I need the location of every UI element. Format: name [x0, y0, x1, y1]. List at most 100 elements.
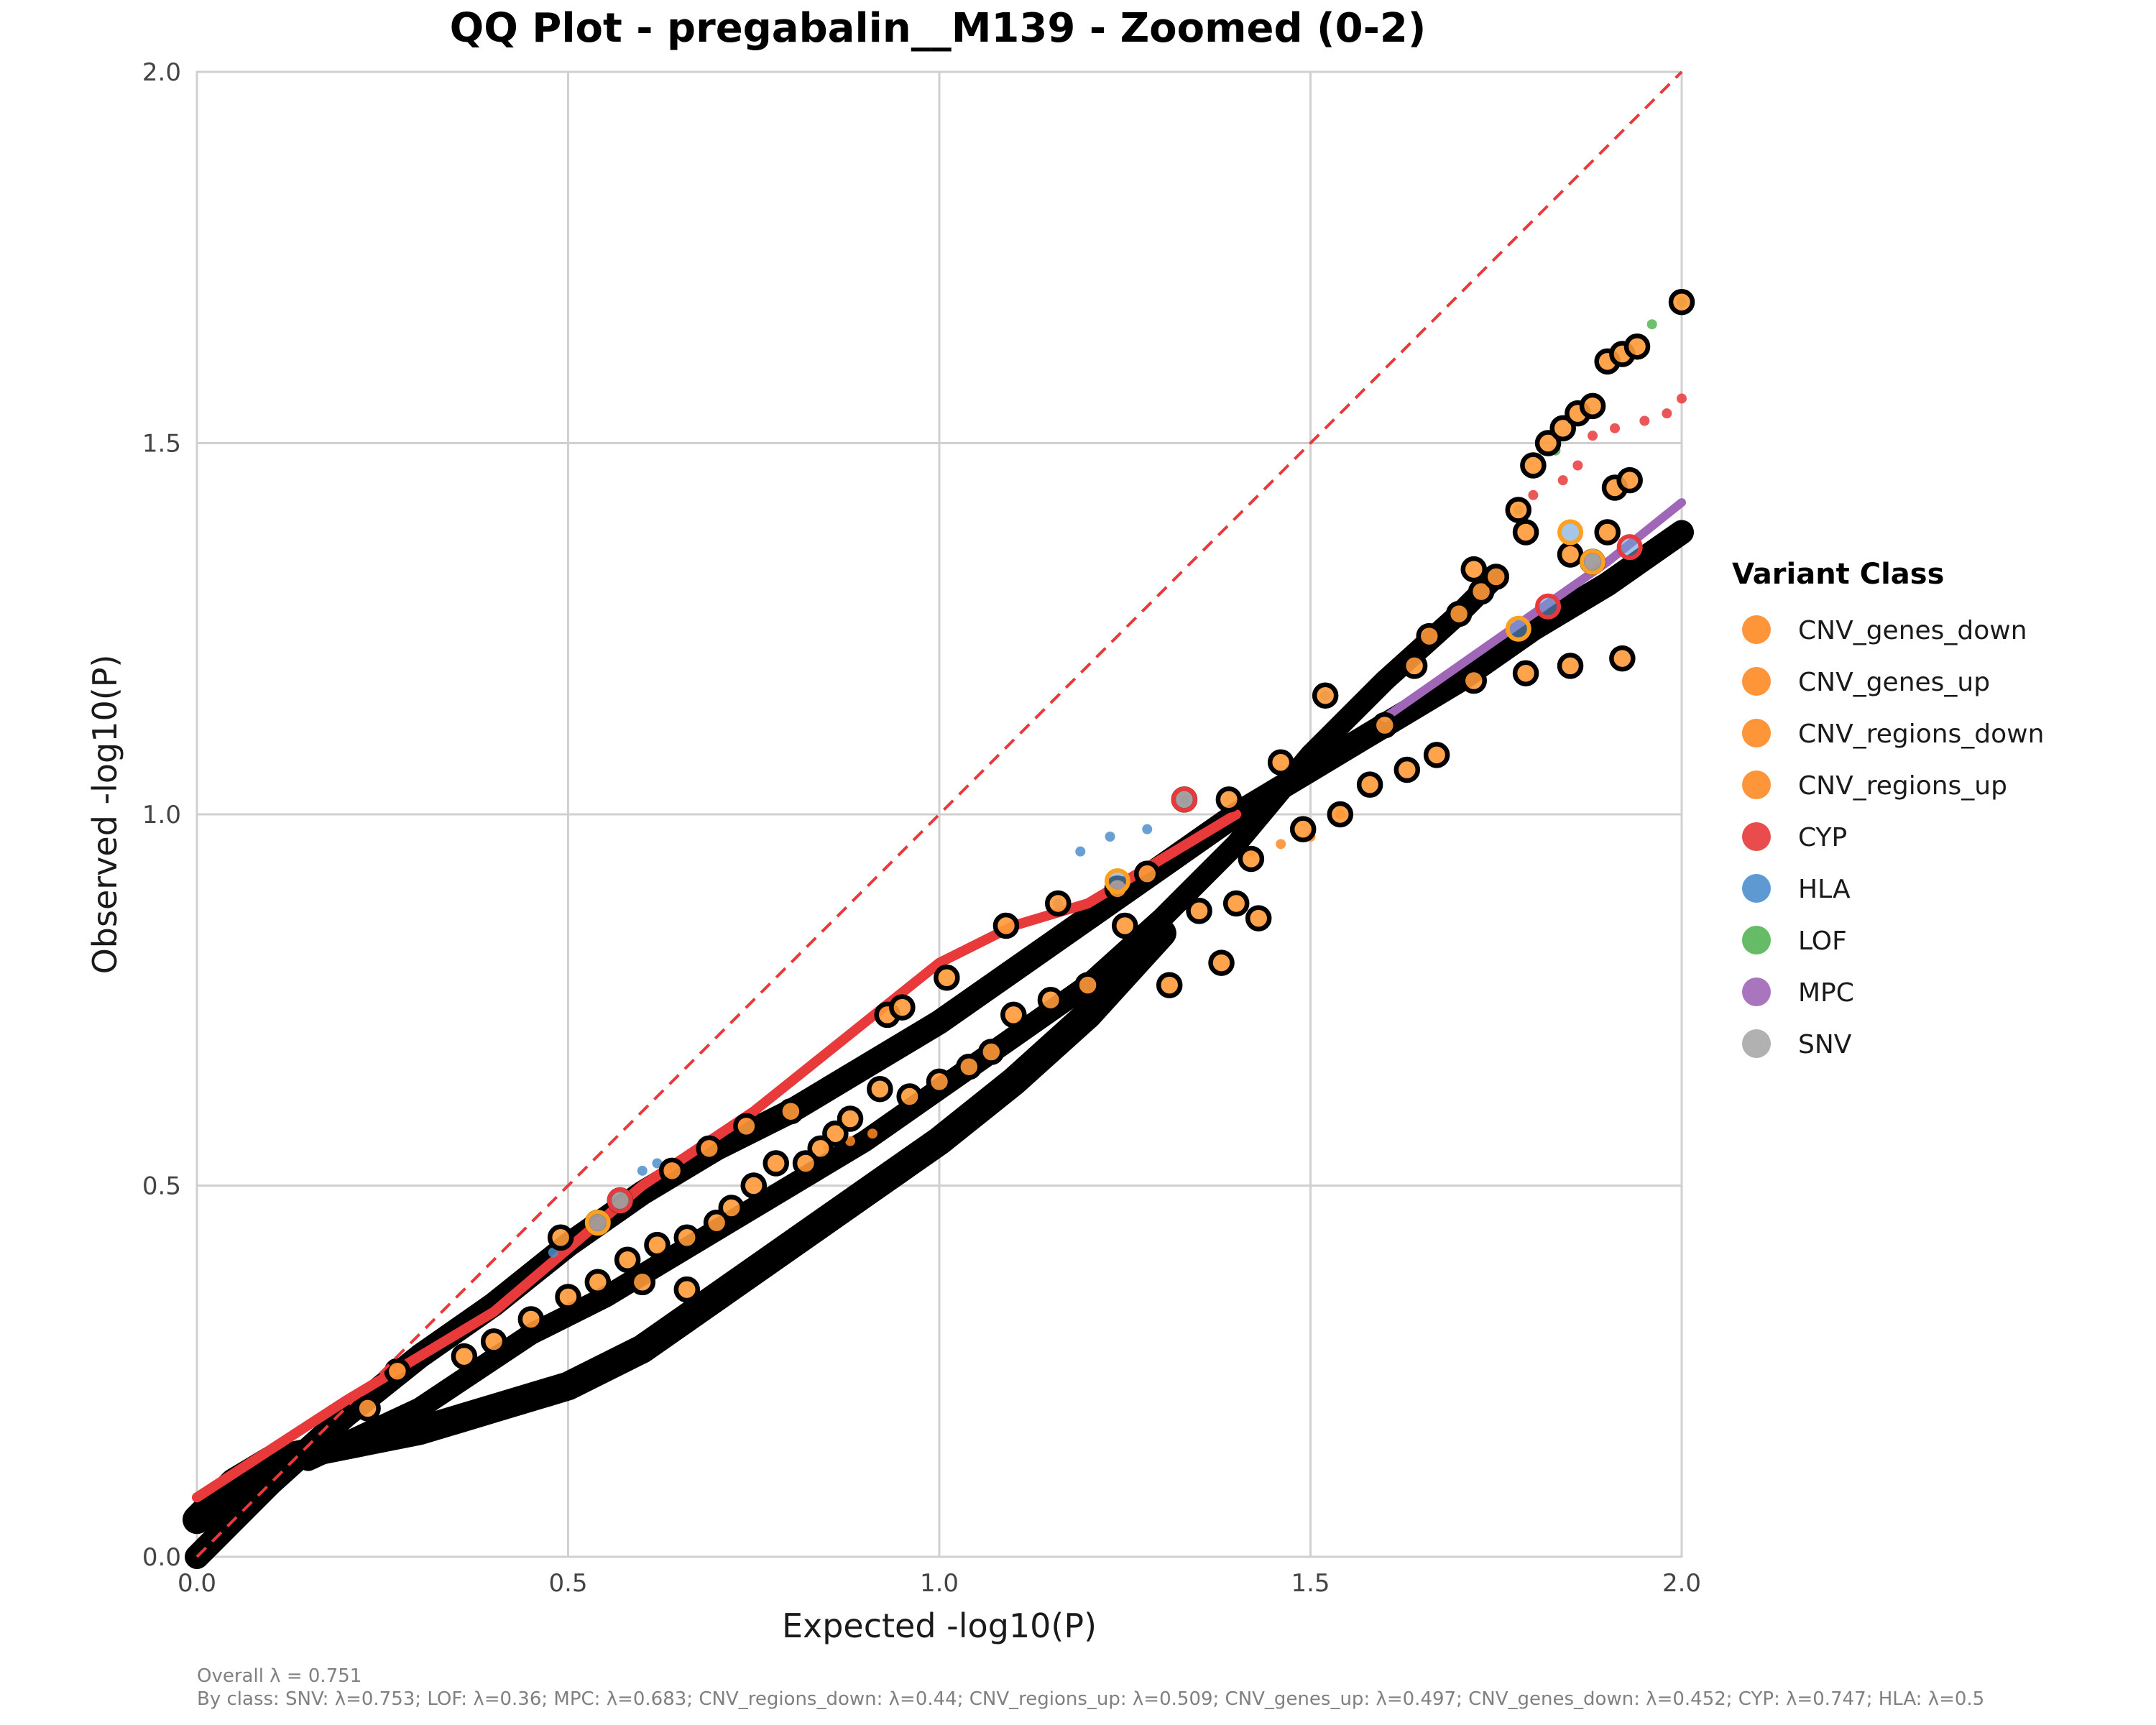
colored-circle-point	[1104, 868, 1130, 894]
circled-point	[718, 1195, 745, 1221]
circled-point	[926, 1068, 953, 1095]
data-point	[1677, 393, 1687, 404]
circled-point	[1371, 712, 1399, 739]
legend-title: Variant Class	[1732, 558, 1944, 591]
data-point	[637, 1165, 648, 1176]
circled-point	[934, 965, 960, 991]
circled-point	[1557, 653, 1584, 679]
circled-point	[1609, 645, 1636, 672]
data-point	[1528, 489, 1539, 500]
legend-marker	[1742, 615, 1771, 644]
legend: Variant Class CNV_genes_down CNV_genes_up…	[1732, 558, 2044, 1059]
y-axis-label-text: Observed -log10(P)	[86, 655, 124, 975]
data-point	[1639, 415, 1650, 426]
circled-point	[1245, 905, 1272, 932]
data-point	[1142, 824, 1153, 834]
data-point	[1075, 846, 1086, 857]
circled-point	[547, 1224, 574, 1251]
legend-items: CNV_genes_down CNV_genes_up CNV_regions_do…	[1742, 615, 2044, 1059]
circled-point	[696, 1135, 723, 1162]
data-point	[845, 1136, 856, 1146]
x-tick-label: 1.0	[920, 1569, 959, 1598]
circled-point	[673, 1276, 701, 1303]
colored-circle-point	[584, 1210, 611, 1236]
colored-circle-point	[607, 1187, 633, 1214]
legend-label: LOF	[1798, 926, 1847, 956]
x-axis-label: Expected -log10(P)	[782, 1606, 1097, 1645]
circled-point	[629, 1269, 656, 1296]
data-point	[1557, 475, 1568, 486]
circled-point	[1445, 600, 1473, 627]
circled-point	[1520, 452, 1547, 479]
reference-diagonal	[195, 70, 1683, 1558]
circled-point	[1505, 497, 1531, 523]
circled-point	[1401, 653, 1428, 679]
x-tick-label: 0.5	[548, 1569, 587, 1598]
circled-point	[1460, 667, 1488, 694]
y-tick-label: 1.5	[142, 430, 181, 459]
circled-point	[480, 1328, 507, 1355]
series-line-lower	[183, 919, 1176, 1535]
circled-point	[658, 1157, 686, 1184]
circled-point	[1423, 742, 1450, 768]
circled-point	[1215, 786, 1243, 813]
circled-point	[1483, 564, 1509, 590]
circled-point	[1534, 430, 1562, 456]
circled-point	[1594, 519, 1621, 546]
reference-line	[195, 70, 1683, 1558]
circled-point	[1460, 556, 1488, 583]
data-point	[1610, 423, 1621, 433]
circled-point	[1208, 949, 1235, 976]
legend-marker	[1742, 719, 1771, 748]
circled-point	[778, 1098, 804, 1125]
legend-label: HLA	[1798, 875, 1851, 904]
x-axis-ticks: 0.0 0.5 1.0 1.5 2.0	[178, 1569, 1701, 1598]
circled-point	[1074, 972, 1101, 998]
circled-point	[1579, 392, 1606, 420]
data-point	[1662, 408, 1672, 419]
circled-point	[555, 1284, 581, 1310]
circled-point	[763, 1150, 789, 1177]
legend-label: CNV_genes_down	[1798, 616, 2027, 645]
y-tick-label: 0.5	[142, 1172, 181, 1201]
x-tick-label: 2.0	[1662, 1569, 1701, 1598]
circled-point	[451, 1343, 478, 1370]
data-point	[1572, 460, 1583, 471]
legend-label: SNV	[1798, 1030, 1852, 1059]
circled-point	[1000, 1001, 1027, 1029]
circled-point	[1186, 898, 1212, 924]
data-point	[652, 1158, 663, 1169]
legend-marker	[1742, 822, 1771, 851]
y-tick-label: 0.0	[142, 1543, 181, 1572]
data-point	[1276, 839, 1286, 850]
legend-label: CNV_regions_down	[1798, 719, 2044, 749]
circled-point	[889, 994, 916, 1021]
circled-point	[1512, 519, 1539, 546]
colored-circle-point	[1171, 786, 1197, 813]
circled-point	[1238, 845, 1265, 873]
legend-label: CNV_genes_up	[1798, 668, 1990, 697]
circled-point	[614, 1246, 641, 1274]
circled-point	[1037, 987, 1064, 1013]
circled-point	[740, 1172, 767, 1199]
circled-point	[384, 1358, 411, 1384]
y-axis-label: Observed -log10(P)	[86, 655, 124, 975]
x-axis-label-text: Expected -log10(P)	[782, 1606, 1097, 1645]
x-tick-label: 0.0	[178, 1569, 216, 1598]
data-point	[867, 1128, 878, 1139]
circled-point	[1623, 333, 1651, 360]
legend-label: CYP	[1798, 823, 1847, 852]
data-point	[1588, 431, 1598, 441]
legend-marker	[1742, 770, 1771, 799]
circled-point	[584, 1269, 612, 1296]
legend-marker	[1742, 926, 1771, 954]
chart-title: QQ Plot - pregabalin__M139 - Zoomed (0-2…	[450, 5, 1427, 52]
circled-point	[703, 1209, 730, 1236]
circled-point	[1133, 860, 1161, 887]
circled-point	[1312, 682, 1339, 709]
circled-point	[1222, 890, 1250, 917]
circled-point	[956, 1053, 982, 1080]
circled-point	[1549, 415, 1576, 442]
y-tick-label: 2.0	[142, 58, 181, 87]
